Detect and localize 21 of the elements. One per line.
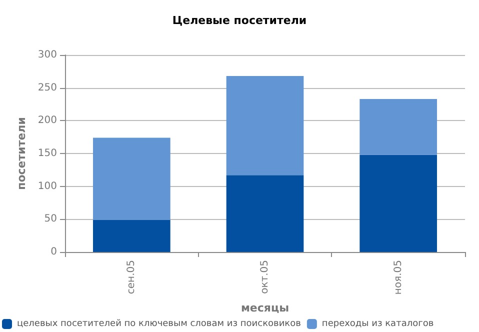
legend-label: целевых посетителей по ключевым словам из поисковиков [17, 319, 301, 329]
y-tick-label: 250 [38, 82, 57, 94]
y-tick-label: 100 [38, 180, 57, 192]
x-tick-label: ноя.05 [392, 260, 404, 295]
x-tick-label: окт.05 [260, 260, 270, 294]
y-tick-label: 0 [50, 246, 57, 258]
bar [360, 98, 437, 155]
x-axis-title: месяцы [240, 301, 290, 314]
bar [93, 138, 170, 220]
chart-title: Целевые посетители [172, 14, 307, 27]
x-tick-label: сен.05 [126, 260, 138, 294]
bar [93, 220, 170, 252]
y-tick-label: 300 [38, 50, 57, 60]
y-axis-title: посетители [15, 117, 28, 190]
y-tick-label: 200 [38, 115, 57, 126]
legend-label: переходы из каталогов [322, 319, 434, 329]
y-tick-label: 150 [38, 148, 57, 159]
y-tick-label: 50 [44, 214, 57, 225]
bar [360, 154, 437, 252]
bar [226, 175, 304, 252]
bar [226, 76, 304, 176]
